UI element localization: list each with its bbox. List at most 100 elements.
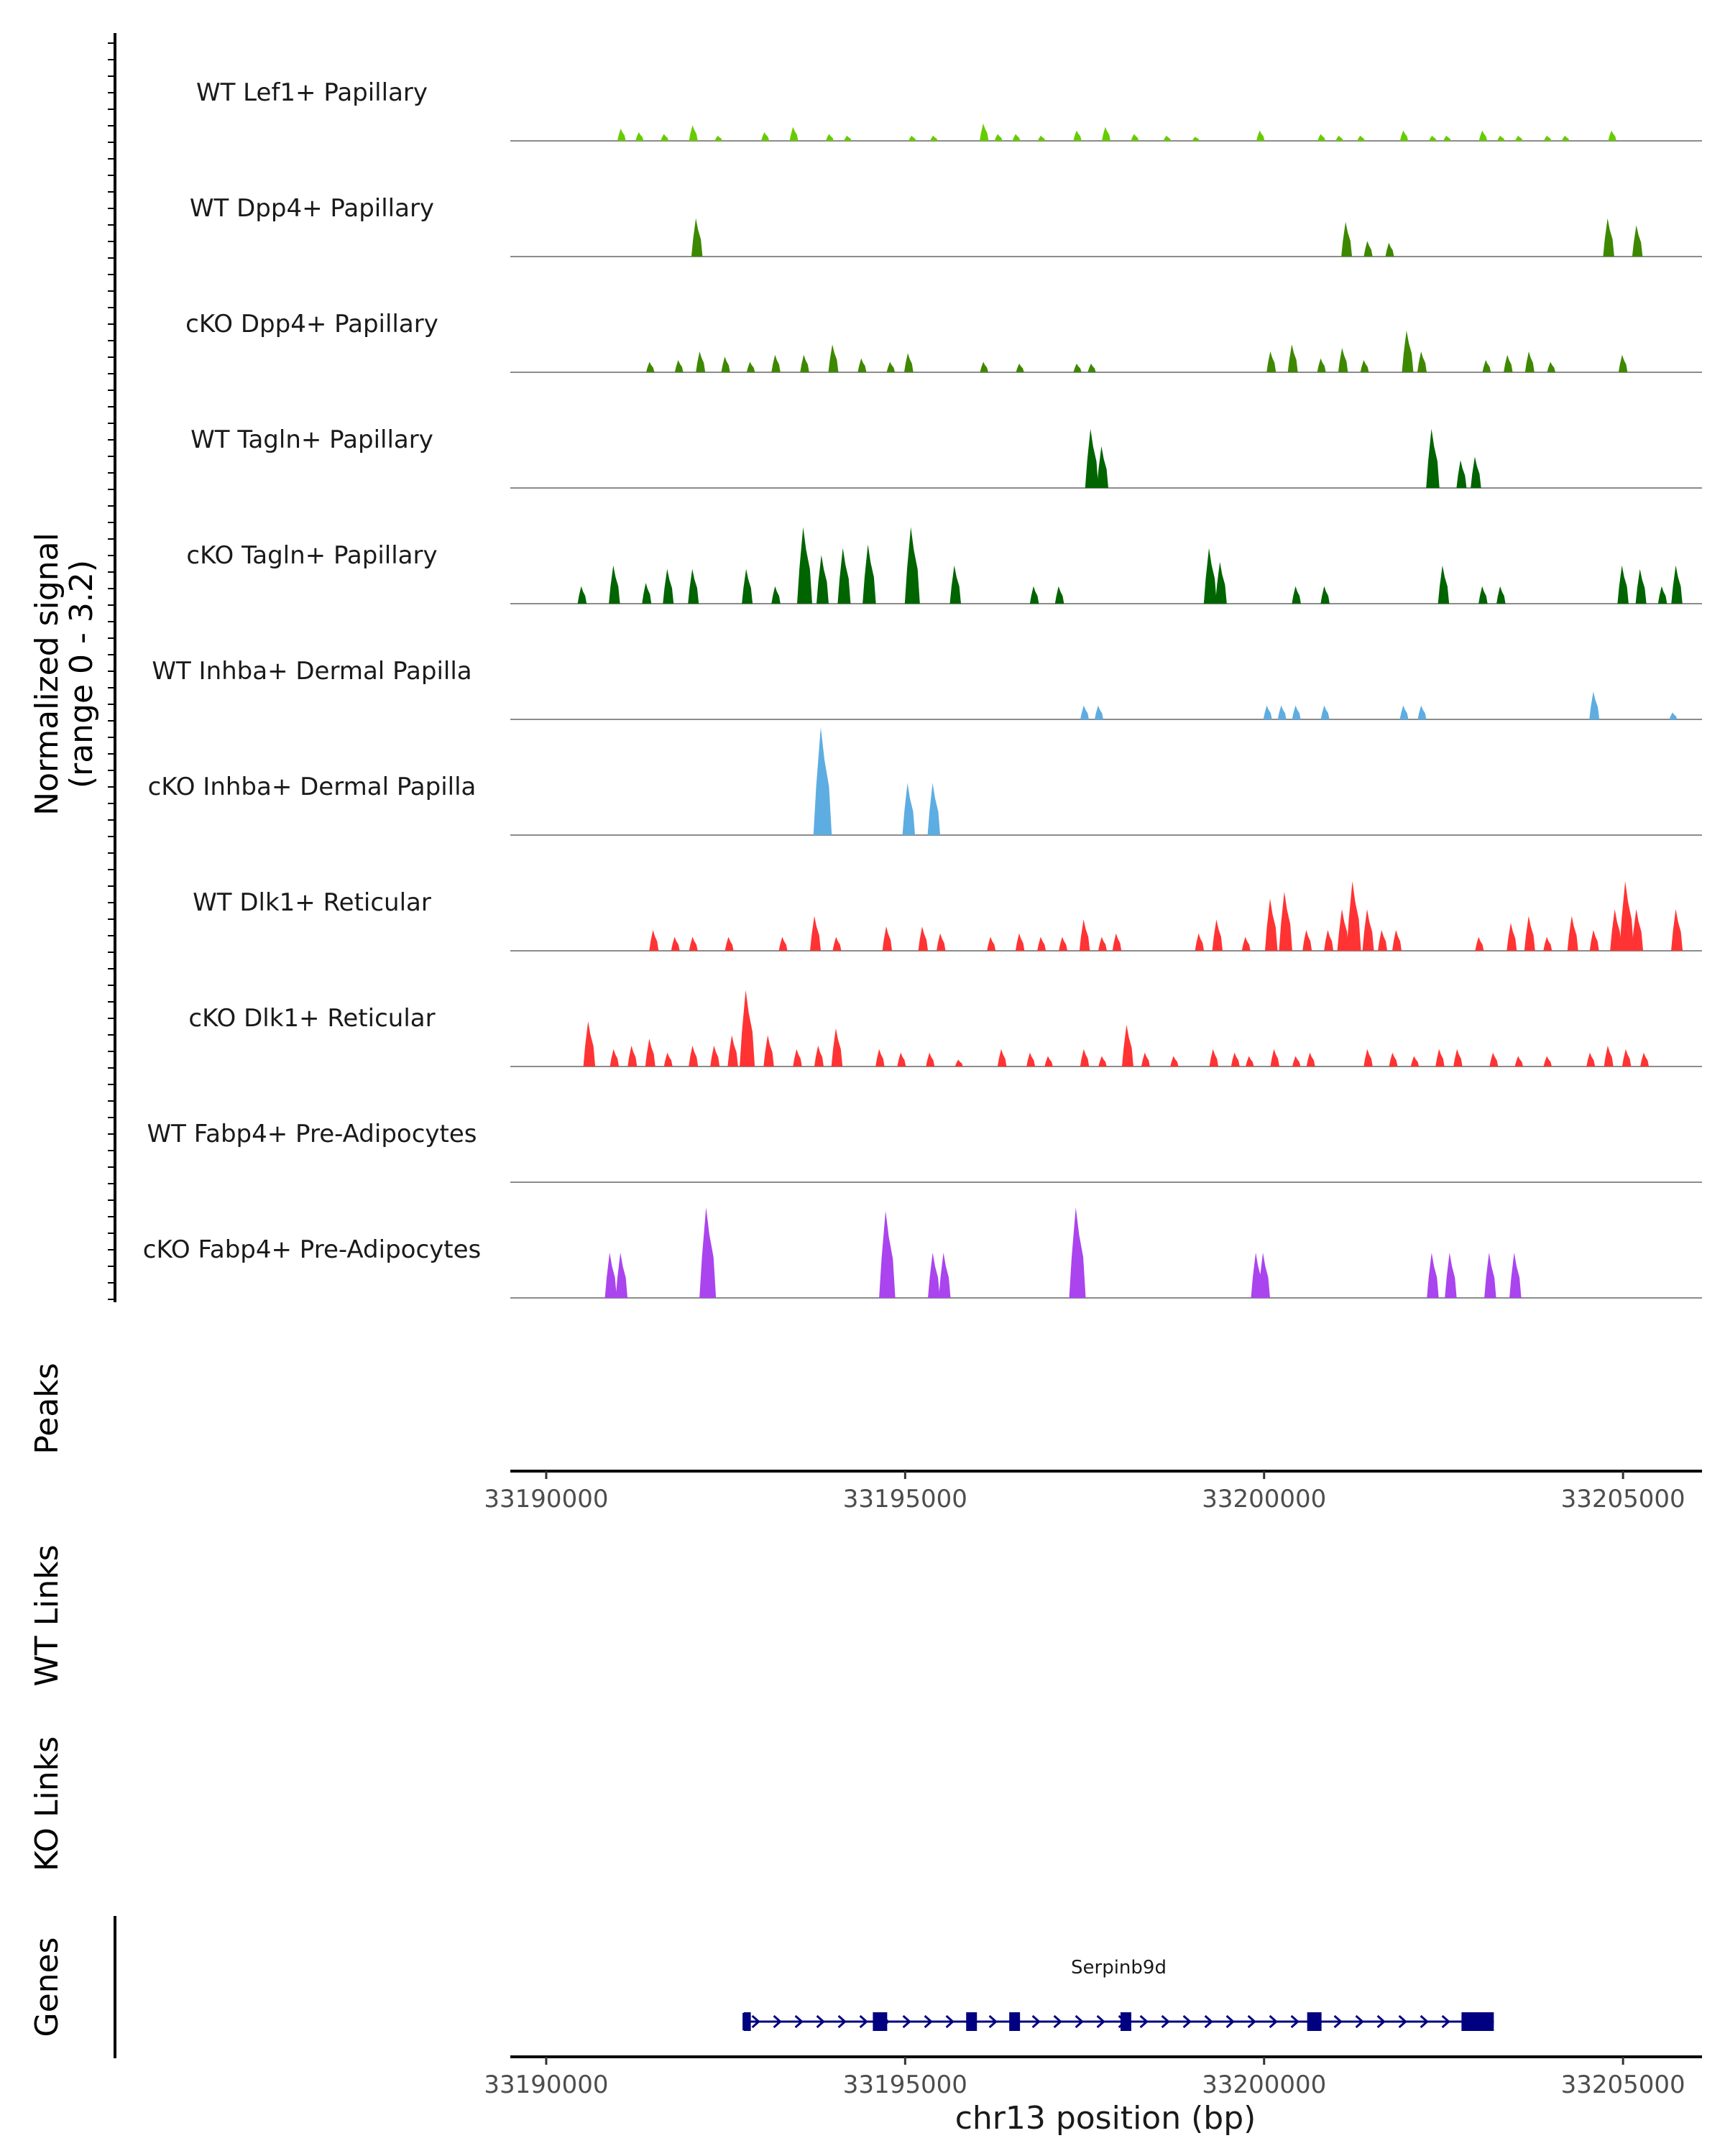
coverage-peak [1543, 936, 1552, 951]
track-label: WT Fabp4+ Pre-Adipocytes [147, 1120, 477, 1148]
genes-x-tick-label: 33190000 [484, 2070, 608, 2099]
coverage-peak [1215, 561, 1227, 604]
coverage-peak [1292, 705, 1301, 719]
coverage-peak [1263, 705, 1272, 719]
coverage-peak [1478, 586, 1488, 604]
coverage-peak [1484, 1253, 1496, 1298]
strand-arrow [945, 2014, 954, 2029]
coverage-peak [627, 1045, 638, 1067]
coverage-y-axis-label: Normalized signal (range 0 - 3.2) [29, 533, 100, 816]
coverage-peak [1044, 1056, 1053, 1067]
coverage-peak [760, 132, 770, 141]
coverage-peak [1256, 130, 1265, 141]
coverage-peak [1203, 548, 1217, 604]
coverage-peak [1417, 351, 1427, 372]
coverage-peak [1320, 705, 1330, 719]
coverage-peak [1266, 351, 1276, 372]
coverage-peak [604, 1253, 617, 1298]
coverage-peak [789, 126, 799, 141]
coverage-peak [615, 1253, 628, 1298]
strand-arrow [794, 2014, 804, 2029]
strand-arrow [1441, 2014, 1450, 2029]
coverage-peak [937, 933, 946, 951]
coverage-peak [1617, 565, 1629, 604]
strand-arrow [1161, 2014, 1170, 2029]
coverage-peak [1230, 1052, 1240, 1067]
coverage-peak [927, 783, 941, 835]
coverage-peak [649, 929, 659, 951]
strand-arrow [751, 2014, 760, 2029]
coverage-peak [809, 916, 821, 951]
coverage-peak [671, 936, 680, 951]
coverage-peak [1098, 936, 1108, 951]
peaks-x-tick-label: 33205000 [1561, 1485, 1685, 1514]
coverage-peak [583, 1021, 596, 1067]
track-label: WT Inhba+ Dermal Papilla [152, 657, 472, 686]
coverage-peak [1603, 218, 1614, 257]
strand-arrow [1053, 2014, 1062, 2029]
coverage-peak [1335, 135, 1343, 141]
coverage-peak [1604, 1045, 1614, 1067]
strand-arrow [1096, 2014, 1105, 2029]
coverage-peak [1478, 130, 1488, 141]
coverage-peak [1264, 898, 1278, 951]
track-8: cKO Dlk1+ Reticular [188, 990, 1702, 1067]
track-7: WT Dlk1+ Reticular [193, 881, 1702, 952]
peaks-x-tick-label: 33200000 [1202, 1485, 1326, 1514]
coverage-peak [1399, 130, 1409, 141]
strand-arrow [1225, 2014, 1235, 2029]
coverage-peak [903, 353, 914, 372]
coverage-peak [1610, 908, 1622, 951]
strand-arrow [1420, 2014, 1429, 2029]
coverage-y-axis-ticks [108, 42, 115, 1300]
coverage-peak [1170, 1056, 1179, 1067]
coverage-peak [1363, 241, 1373, 257]
gene-exon [873, 2012, 888, 2031]
coverage-peak [904, 527, 920, 604]
coverage-peak [1338, 348, 1348, 372]
coverage-peak [1657, 586, 1668, 604]
coverage-peak [1586, 1052, 1596, 1067]
track-10: cKO Fabp4+ Pre-Adipocytes [143, 1207, 1702, 1299]
coverage-peak [1471, 456, 1481, 488]
track-1: WT Dpp4+ Papillary [190, 194, 1702, 257]
coverage-peak [1427, 1253, 1439, 1298]
y-axis-title: Normalized signal [29, 533, 65, 816]
coverage-peak [800, 354, 809, 372]
coverage-peak [771, 586, 781, 604]
coverage-peak [1073, 130, 1082, 141]
coverage-peak [1426, 428, 1440, 488]
strand-arrow [859, 2014, 868, 2029]
coverage-peak [1363, 1049, 1373, 1067]
coverage-peak [814, 1045, 824, 1067]
coverage-peak [1258, 1253, 1270, 1298]
track-4: cKO Tagln+ Papillary [186, 527, 1702, 604]
coverage-peak [1482, 360, 1491, 372]
coverage-peak [1080, 705, 1090, 719]
coverage-peak [778, 936, 788, 951]
gene-name: Serpinb9d [1071, 1957, 1167, 1978]
coverage-peak [1417, 705, 1427, 719]
strand-arrow [902, 2014, 911, 2029]
coverage-peak [928, 1253, 940, 1298]
genes-x-tick-label: 33195000 [843, 2070, 967, 2099]
coverage-peak [1392, 929, 1402, 951]
coverage-peak [1112, 933, 1122, 951]
coverage-peak [1547, 361, 1556, 372]
coverage-peak [997, 1049, 1007, 1067]
y-axis-range: (range 0 - 3.2) [63, 560, 100, 788]
coverage-peak [1389, 1052, 1398, 1067]
coverage-peak [1131, 134, 1139, 141]
coverage-peak [1012, 134, 1021, 141]
track-label: WT Tagln+ Papillary [190, 425, 433, 454]
coverage-peak [663, 568, 674, 604]
coverage-peak [645, 1038, 656, 1067]
coverage-peak [1317, 134, 1326, 141]
coverage-peak [1302, 929, 1312, 951]
strand-arrow [1031, 2014, 1041, 2029]
coverage-peak [1097, 446, 1109, 488]
peaks-x-tick-label: 33190000 [484, 1485, 608, 1514]
coverage-peak [1632, 908, 1644, 951]
coverage-peak [1209, 1049, 1219, 1067]
